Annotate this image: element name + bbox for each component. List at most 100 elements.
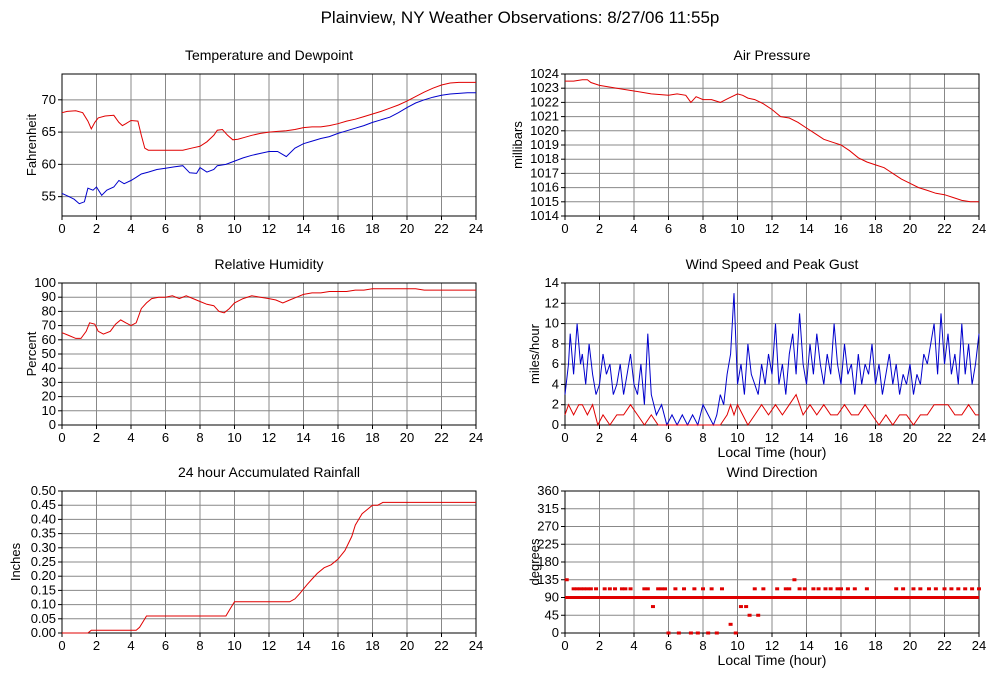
series-0-point: [692, 587, 697, 591]
series-0-point: [733, 631, 738, 635]
series-0-point: [575, 587, 580, 591]
x-tick-label: 14: [296, 638, 310, 653]
series-0-point: [650, 605, 655, 609]
y-tick-label: 60: [42, 332, 56, 347]
x-tick-label: 20: [903, 430, 917, 445]
x-tick-label: 24: [972, 430, 986, 445]
x-tick-label: 22: [434, 221, 448, 236]
x-tick-label: 10: [730, 638, 744, 653]
y-tick-label: 45: [545, 607, 559, 622]
x-tick-label: 22: [434, 638, 448, 653]
y-tick-label: 55: [42, 189, 56, 204]
x-tick-label: 4: [127, 638, 134, 653]
series-0-point: [663, 587, 668, 591]
page-title: Plainview, NY Weather Observations: 8/27…: [320, 8, 720, 27]
series-0-point: [775, 587, 780, 591]
series-0-point: [839, 587, 843, 591]
series-0-point: [783, 587, 788, 591]
series-0-point: [706, 631, 711, 635]
y-axis-label: millibars: [510, 121, 525, 169]
y-tick-label: 12: [545, 295, 559, 310]
x-tick-label: 8: [196, 430, 203, 445]
x-tick-label: 6: [665, 221, 672, 236]
y-tick-label: 1018: [530, 151, 559, 166]
chart-title: Wind Direction: [726, 464, 817, 480]
y-tick-label: 40: [42, 360, 56, 375]
y-axis-label: Fahrenheit: [24, 114, 39, 177]
y-tick-label: 8: [552, 336, 559, 351]
series-0-point: [852, 587, 857, 591]
x-axis-label: Local Time (hour): [718, 652, 827, 668]
x-tick-label: 24: [469, 221, 483, 236]
x-tick-label: 18: [868, 221, 882, 236]
x-tick-label: 2: [93, 430, 100, 445]
x-tick-label: 0: [58, 221, 65, 236]
series-0-point: [645, 587, 650, 591]
y-tick-label: 0: [552, 625, 559, 640]
series-0-line: [61, 81, 476, 151]
y-tick-label: 14: [545, 275, 559, 290]
y-tick-label: 0.15: [31, 582, 56, 597]
series-0-point: [752, 587, 757, 591]
y-tick-label: 1021: [530, 109, 559, 124]
x-tick-label: 16: [834, 221, 848, 236]
x-tick-label: 22: [937, 638, 951, 653]
y-tick-label: 1015: [530, 194, 559, 209]
x-tick-label: 6: [162, 430, 169, 445]
series-0-point: [628, 587, 633, 591]
series-0-point: [701, 587, 705, 591]
x-tick-label: 12: [765, 430, 779, 445]
y-tick-label: 50: [42, 346, 56, 361]
series-0-point: [738, 605, 743, 609]
y-tick-label: 20: [42, 389, 56, 404]
y-tick-label: 80: [42, 303, 56, 318]
x-tick-label: 8: [699, 638, 706, 653]
x-tick-label: 22: [937, 430, 951, 445]
y-tick-label: 0.10: [31, 597, 56, 612]
series-0-point: [926, 587, 931, 591]
series-0-point: [642, 587, 647, 591]
x-tick-label: 20: [400, 430, 414, 445]
x-tick-label: 2: [596, 430, 603, 445]
series-0-point: [963, 587, 968, 591]
series-0-point: [894, 587, 899, 591]
x-tick-label: 12: [765, 221, 779, 236]
y-tick-label: 65: [42, 124, 56, 139]
x-tick-label: 12: [262, 638, 276, 653]
y-tick-label: 1024: [530, 66, 559, 81]
y-tick-label: 1020: [530, 123, 559, 138]
x-tick-label: 12: [765, 638, 779, 653]
series-0-point: [845, 587, 850, 591]
series-0-point: [811, 587, 816, 591]
x-tick-label: 10: [730, 221, 744, 236]
x-tick-label: 16: [834, 638, 848, 653]
x-tick-label: 14: [296, 221, 310, 236]
x-tick-label: 24: [972, 638, 986, 653]
y-axis-label: miles/hour: [527, 323, 542, 384]
series-0-point: [619, 587, 624, 591]
x-tick-label: 0: [58, 638, 65, 653]
series-0-point: [970, 587, 975, 591]
x-tick-label: 16: [331, 221, 345, 236]
y-tick-label: 0.05: [31, 611, 56, 626]
x-tick-label: 6: [162, 221, 169, 236]
x-tick-label: 20: [400, 221, 414, 236]
x-tick-label: 16: [331, 430, 345, 445]
y-tick-label: 360: [537, 483, 559, 498]
x-tick-label: 8: [699, 430, 706, 445]
y-tick-label: 0.25: [31, 554, 56, 569]
y-tick-label: 0.30: [31, 540, 56, 555]
series-0-point: [956, 587, 961, 591]
x-tick-label: 6: [665, 430, 672, 445]
y-tick-label: 6: [552, 356, 559, 371]
x-tick-label: 2: [596, 638, 603, 653]
x-tick-label: 18: [868, 638, 882, 653]
chart-title: Wind Speed and Peak Gust: [686, 256, 859, 272]
x-tick-label: 18: [365, 638, 379, 653]
series-0-point: [911, 587, 916, 591]
series-0-point: [835, 587, 840, 591]
x-tick-label: 14: [296, 430, 310, 445]
x-tick-label: 0: [561, 638, 568, 653]
